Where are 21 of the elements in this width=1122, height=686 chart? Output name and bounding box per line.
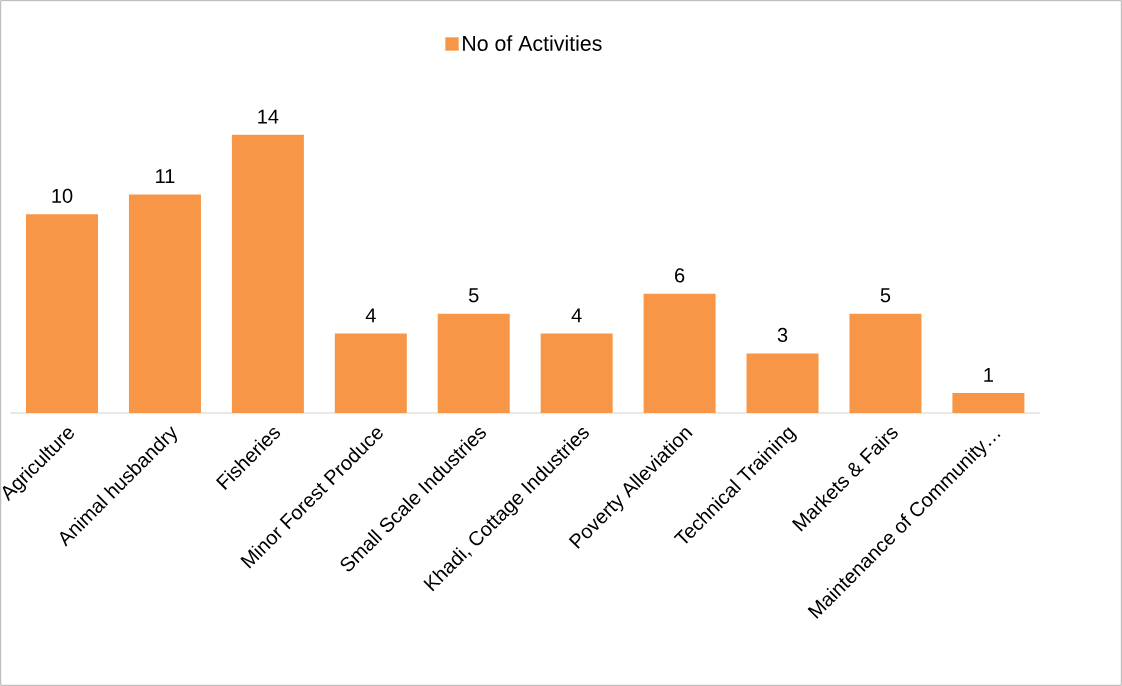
data-label: 4 [571, 308, 582, 323]
data-label: 5 [468, 288, 479, 303]
data-label: 5 [880, 288, 891, 303]
bar [26, 214, 99, 413]
bar [128, 194, 201, 413]
data-label: 10 [52, 188, 73, 203]
bar [231, 134, 304, 413]
legend-label: No of Activities [463, 35, 602, 51]
data-label: 4 [365, 308, 376, 323]
data-label: 3 [777, 327, 788, 342]
bar [334, 333, 407, 413]
bar [540, 333, 613, 413]
data-label: 1 [984, 367, 993, 382]
data-label: 11 [156, 169, 175, 184]
data-label: 6 [675, 268, 685, 283]
bar [746, 353, 819, 413]
data-label: 14 [258, 109, 279, 124]
bar [849, 313, 922, 413]
bar [643, 293, 716, 413]
bar [952, 393, 1025, 413]
bar [437, 313, 510, 413]
